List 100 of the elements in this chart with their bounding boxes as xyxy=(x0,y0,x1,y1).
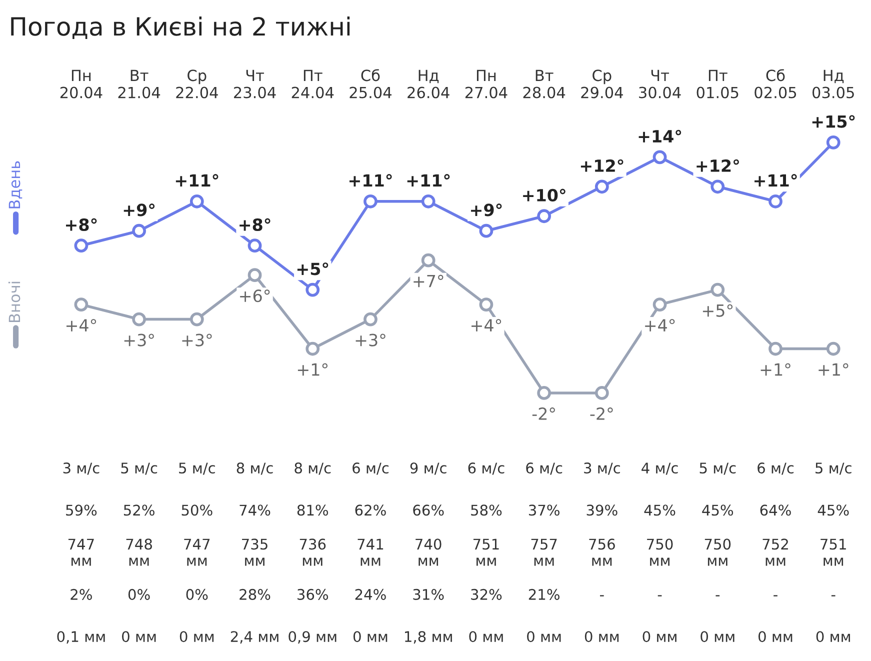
text: Вдень xyxy=(8,161,22,208)
data-label: +11° xyxy=(350,174,392,187)
x-tick-label: Вт 21.04 xyxy=(118,70,160,98)
text: 36% xyxy=(298,588,328,600)
x-tick-label: Нд 03.05 xyxy=(812,70,854,98)
text: 0 мм xyxy=(180,631,214,642)
point xyxy=(652,150,667,164)
text: 748 мм xyxy=(126,538,152,566)
text: 52% xyxy=(124,504,154,516)
point xyxy=(306,342,320,356)
data-label: +9° xyxy=(124,204,155,216)
text: 747 мм xyxy=(68,538,94,566)
data-label: +8° xyxy=(66,218,97,231)
point xyxy=(306,282,320,297)
x-tick-label: Пт 24.04 xyxy=(292,70,334,98)
text: 45% xyxy=(644,504,676,516)
data-label: +4° xyxy=(66,319,96,332)
text: 0 мм xyxy=(700,631,734,642)
text: 6 м/с xyxy=(758,462,794,475)
text: 0 мм xyxy=(816,631,850,642)
text: 8 м/с xyxy=(236,462,273,475)
text: 0 мм xyxy=(469,631,503,642)
text: 64% xyxy=(760,504,791,516)
x-tick-label: Пт 01.05 xyxy=(696,70,738,98)
text: 3 м/с xyxy=(584,462,620,475)
data-label: +3° xyxy=(124,334,154,346)
data-label: +12° xyxy=(696,159,739,172)
text: 5 м/с xyxy=(179,462,215,475)
data-label: +11° xyxy=(407,174,450,187)
point xyxy=(132,224,146,238)
text: 0 мм xyxy=(642,631,676,642)
x-tick-label: Сб 02.05 xyxy=(754,69,796,98)
text: 0 мм xyxy=(353,631,388,642)
text: - xyxy=(774,595,778,596)
point xyxy=(364,194,378,208)
text: 81% xyxy=(297,504,328,516)
text: 735 мм xyxy=(242,538,268,566)
text: 5 м/с xyxy=(121,462,158,475)
text: - xyxy=(716,595,720,596)
point xyxy=(537,209,552,224)
data-label: +3° xyxy=(356,334,386,346)
point xyxy=(74,238,88,253)
data-label: +7° xyxy=(414,274,444,288)
text: 62% xyxy=(355,504,386,516)
text: 74% xyxy=(240,504,270,516)
data-label: +10° xyxy=(523,188,566,202)
text: 750 мм xyxy=(704,538,731,566)
data-label: +4° xyxy=(645,319,675,332)
data-label: +3° xyxy=(182,334,212,346)
point xyxy=(421,253,436,268)
text: 6 м/с xyxy=(526,462,562,475)
text: - xyxy=(658,595,662,596)
text: 58% xyxy=(471,504,502,516)
point xyxy=(190,312,204,326)
point xyxy=(826,342,840,356)
text: 747 мм xyxy=(184,538,210,566)
point xyxy=(710,282,725,297)
point xyxy=(594,386,609,400)
point xyxy=(479,298,494,312)
point xyxy=(248,268,262,282)
point xyxy=(74,298,88,312)
text: 0,1 мм xyxy=(57,631,105,644)
data-label: +5° xyxy=(297,262,328,276)
x-tick-label: Пн 20.04 xyxy=(60,70,102,98)
text: 32% xyxy=(471,588,502,600)
text: 6 м/с xyxy=(352,462,389,475)
x-tick-label: Чт 23.04 xyxy=(234,70,276,98)
point xyxy=(479,224,494,238)
text: 8 м/с xyxy=(294,462,331,475)
text: 2% xyxy=(70,588,92,600)
text: - xyxy=(600,595,604,596)
data-label: +12° xyxy=(580,159,624,172)
point xyxy=(537,386,552,400)
data-label: +11° xyxy=(176,174,218,187)
point xyxy=(132,312,146,326)
text: 0 мм xyxy=(584,631,619,642)
point xyxy=(826,135,840,150)
text: 0% xyxy=(186,588,208,600)
text: 751 мм xyxy=(473,538,499,566)
data-label: +4° xyxy=(472,319,502,332)
x-tick-label: Ср 29.04 xyxy=(581,70,623,98)
text: 2,4 мм xyxy=(230,631,278,644)
x-tick-label: Сб 25.04 xyxy=(350,69,392,98)
x-tick-label: Вт 28.04 xyxy=(523,70,566,98)
text: 59% xyxy=(66,504,97,516)
text: 0,9 мм xyxy=(288,631,336,644)
text: 750 мм xyxy=(647,538,673,566)
text: 0 мм xyxy=(527,631,561,642)
point xyxy=(710,180,725,194)
data-label: -2° xyxy=(532,407,555,420)
text: 740 мм xyxy=(416,538,442,566)
data-label: +14° xyxy=(638,130,682,142)
text: 45% xyxy=(702,504,734,516)
text: 21% xyxy=(528,588,560,600)
text: Вночі xyxy=(8,282,20,322)
x-tick-label: Ср 22.04 xyxy=(176,70,218,98)
point xyxy=(364,312,378,326)
data-label: +11° xyxy=(754,174,797,187)
data-label: +9° xyxy=(471,204,502,216)
point xyxy=(768,194,782,208)
